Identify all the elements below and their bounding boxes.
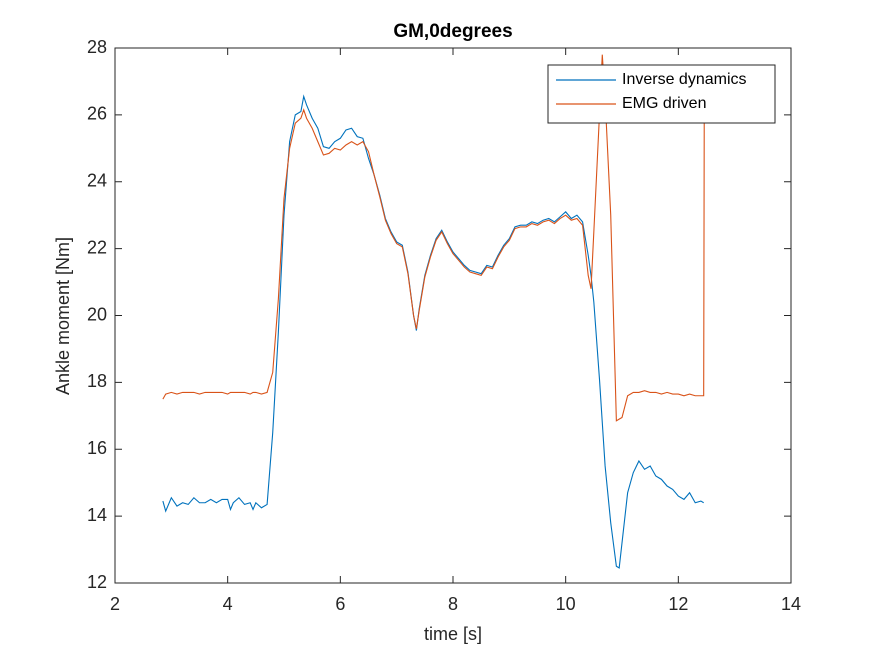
x-tick-label: 14: [781, 594, 801, 614]
y-tick-label: 20: [87, 304, 107, 324]
legend-label: Inverse dynamics: [622, 71, 747, 88]
x-tick-label: 2: [110, 594, 120, 614]
x-tick-label: 8: [448, 594, 458, 614]
y-tick-label: 16: [87, 438, 107, 458]
x-tick-label: 4: [223, 594, 233, 614]
axes-box: [114, 47, 792, 584]
y-tick-label: 26: [87, 104, 107, 124]
x-axis-label: time [s]: [424, 624, 482, 644]
y-tick-label: 22: [87, 237, 107, 257]
x-tick-label: 6: [335, 594, 345, 614]
y-axis-label: Ankle moment [Nm]: [53, 237, 73, 395]
legend-label: EMG driven: [622, 95, 706, 112]
y-tick-label: 18: [87, 371, 107, 391]
legend-box: [547, 64, 776, 124]
y-tick-label: 12: [87, 572, 107, 592]
data-line: [162, 54, 705, 422]
x-tick-label: 12: [668, 594, 688, 614]
y-tick-label: 24: [87, 171, 107, 191]
x-tick-label: 10: [556, 594, 576, 614]
chart-title: GM,0degrees: [393, 21, 512, 42]
y-tick-label: 14: [87, 505, 107, 525]
y-tick-label: 28: [87, 37, 107, 57]
